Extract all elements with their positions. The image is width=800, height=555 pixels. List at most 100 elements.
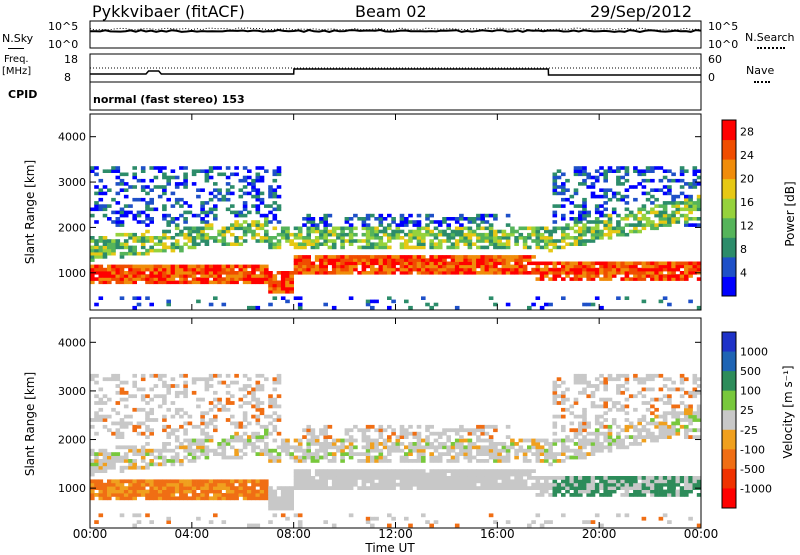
power-cell <box>123 280 129 285</box>
velocity-cell <box>140 397 146 402</box>
velocity-cell <box>582 424 587 429</box>
power-cell <box>344 220 350 224</box>
velocity-cell <box>412 448 418 453</box>
power-cell <box>348 239 354 243</box>
velocity-cell <box>238 397 244 402</box>
velocity-cell <box>603 431 608 436</box>
power-cell <box>183 267 188 272</box>
velocity-cell <box>599 479 604 484</box>
power-cell <box>594 194 600 199</box>
velocity-cell <box>488 452 494 456</box>
power-cell <box>234 277 239 281</box>
velocity-cell <box>107 377 112 382</box>
velocity-cell <box>170 377 176 382</box>
velocity-cell <box>166 424 171 429</box>
velocity-cell <box>136 479 142 484</box>
velocity-cell <box>624 404 630 409</box>
velocity-cell <box>115 401 121 405</box>
velocity-cell <box>200 489 205 494</box>
velocity-cell <box>251 489 256 494</box>
velocity-cell <box>446 438 451 443</box>
velocity-cell <box>607 489 613 494</box>
velocity-cell <box>573 428 579 433</box>
power-cell <box>149 188 154 192</box>
power-cell <box>378 220 384 224</box>
power-cell <box>688 185 693 189</box>
nave-legend-line <box>754 81 770 83</box>
power-cell <box>692 166 698 170</box>
power-cell <box>331 232 337 237</box>
power-cell <box>616 296 621 300</box>
velocity-cell <box>582 377 587 382</box>
power-cell <box>684 277 689 281</box>
power-cell <box>204 232 210 237</box>
velocity-cell <box>573 414 579 419</box>
power-cell <box>556 271 562 275</box>
velocity-cell <box>94 462 99 467</box>
velocity-cell <box>696 414 702 419</box>
velocity-cell <box>399 459 405 463</box>
power-cell <box>459 229 464 234</box>
velocity-cell <box>582 428 587 433</box>
power-cell <box>365 229 371 234</box>
velocity-cell <box>314 482 320 487</box>
power-cell <box>645 264 651 269</box>
velocity-cell <box>336 479 341 484</box>
velocity-cell <box>247 523 252 528</box>
power-cell <box>650 178 655 183</box>
power-cell <box>454 305 460 310</box>
power-cell <box>200 220 205 224</box>
power-cell <box>594 229 600 234</box>
power-cell <box>654 204 659 208</box>
velocity-cell <box>98 489 104 494</box>
velocity-cell <box>183 496 188 501</box>
velocity-cell <box>476 479 481 484</box>
power-cell <box>412 236 418 240</box>
power-cell <box>102 248 108 253</box>
velocity-cell <box>378 455 384 460</box>
power-cell <box>238 242 244 246</box>
velocity-cell <box>90 452 95 456</box>
velocity-cell <box>297 476 303 480</box>
velocity-cell <box>429 472 434 477</box>
velocity-cell <box>535 452 541 456</box>
power-cell <box>285 274 290 278</box>
power-cell <box>348 258 354 262</box>
velocity-cell <box>590 438 596 443</box>
power-cell <box>183 172 188 177</box>
velocity-cell <box>255 489 261 494</box>
velocity-cell <box>607 407 613 412</box>
power-cell <box>616 229 621 234</box>
power-cell <box>416 223 422 227</box>
velocity-cell <box>285 452 290 456</box>
velocity-cell <box>115 459 121 463</box>
power-cell <box>183 271 188 275</box>
velocity-cell <box>336 445 341 450</box>
power-cell <box>166 280 171 285</box>
velocity-cell <box>395 435 401 439</box>
power-cell <box>132 217 137 221</box>
velocity-cell <box>527 469 532 473</box>
velocity-cell <box>463 445 468 450</box>
power-cell <box>662 210 668 215</box>
velocity-cell <box>285 438 290 443</box>
velocity-cell <box>539 452 545 456</box>
velocity-cell <box>374 486 379 490</box>
power-cell <box>204 267 210 272</box>
velocity-cell <box>582 390 587 395</box>
power-cell <box>196 264 201 269</box>
power-cell <box>565 274 570 278</box>
power-cell <box>696 267 702 272</box>
velocity-cell <box>208 520 214 524</box>
power-cell <box>611 274 617 278</box>
power-cell <box>675 274 681 278</box>
velocity-cell <box>471 486 477 490</box>
power-cell <box>162 166 167 170</box>
power-cell <box>179 166 184 170</box>
velocity-cell <box>289 452 294 456</box>
power-cell <box>467 255 473 259</box>
velocity-cell <box>132 407 137 412</box>
power-cell <box>242 213 248 218</box>
velocity-cell <box>323 472 328 477</box>
velocity-cell <box>115 377 121 382</box>
